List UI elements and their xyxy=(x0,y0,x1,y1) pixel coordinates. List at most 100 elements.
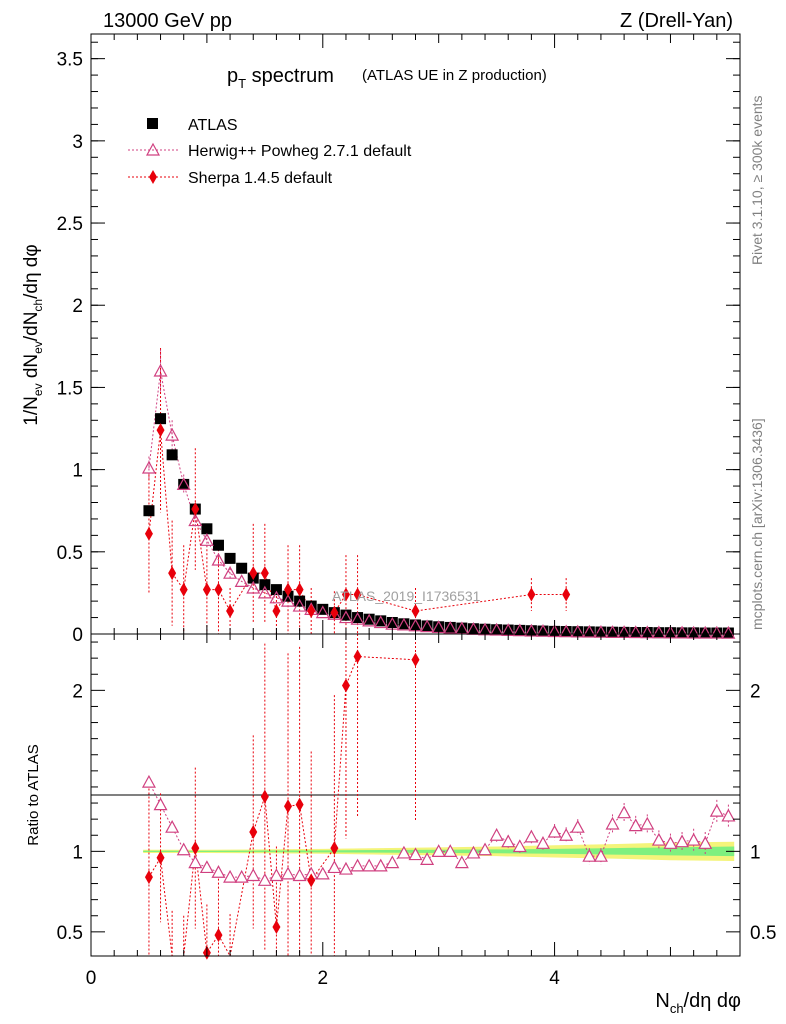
chart-title: pT spectrum xyxy=(227,65,334,91)
sherpa-ratio-point xyxy=(191,841,200,856)
herwig-ratio-point xyxy=(176,842,191,856)
herwig-main-point xyxy=(605,625,620,638)
sherpa-ratio-point xyxy=(144,870,153,885)
herwig-ratio-point xyxy=(420,852,435,866)
herwig-ratio-point xyxy=(292,868,307,882)
atlas-point xyxy=(352,612,364,624)
atlas-point xyxy=(421,620,433,632)
atlas-point xyxy=(699,627,711,639)
sherpa-main-point xyxy=(144,526,153,541)
herwig-main-point xyxy=(223,565,238,579)
atlas-point xyxy=(386,616,398,628)
sherpa-main-point xyxy=(179,582,188,597)
sherpa-main-point xyxy=(191,502,200,517)
herwig-ratio-point xyxy=(350,858,365,872)
herwig-ratio-point xyxy=(153,797,168,811)
herwig-main-point xyxy=(512,623,527,637)
herwig-ratio-point xyxy=(269,868,284,882)
atlas-point xyxy=(583,626,595,638)
herwig-main-point xyxy=(292,598,307,612)
herwig-main-point xyxy=(489,622,504,636)
legend: ATLAS Herwig++ Powheg 2.7.1 default Sher… xyxy=(128,117,412,187)
ratio-ytick-label: 1 xyxy=(72,842,83,863)
atlas-point xyxy=(467,623,479,635)
herwig-ratio-point xyxy=(315,866,330,880)
sherpa-main-point xyxy=(168,566,177,581)
herwig-ratio-point xyxy=(686,832,701,846)
atlas-point xyxy=(236,562,248,574)
herwig-ratio-point xyxy=(362,858,377,872)
atlas-point xyxy=(653,627,665,639)
atlas-point xyxy=(212,539,224,551)
main-ytick-label: 0 xyxy=(72,625,83,646)
rivet-label: Rivet 3.1.10, ≥ 300k events xyxy=(749,95,765,265)
herwig-ratio-point xyxy=(338,861,353,875)
xtick-label: 4 xyxy=(549,968,560,989)
herwig-ratio-point xyxy=(501,834,516,848)
herwig-ratio-point xyxy=(570,819,585,833)
herwig-main-point xyxy=(362,613,377,627)
main-ytick-label: 2.5 xyxy=(57,214,83,235)
chart-subtitle: (ATLAS UE in Z production) xyxy=(362,67,547,84)
herwig-main-point xyxy=(651,625,666,639)
sherpa-main-point xyxy=(330,605,339,620)
atlas-point xyxy=(491,624,503,636)
herwig-main-point xyxy=(420,619,435,633)
sherpa-main-point xyxy=(272,603,281,618)
herwig-main-point xyxy=(721,625,736,639)
herwig-ratio-point xyxy=(640,816,655,830)
legend-sherpa-marker xyxy=(149,170,157,184)
herwig-main-point xyxy=(199,533,214,546)
sherpa-ratio-point xyxy=(214,928,223,943)
herwig-main-point xyxy=(269,590,284,604)
header-energy: 13000 GeV pp xyxy=(103,10,232,32)
ratio-ylabel: Ratio to ATLAS xyxy=(25,744,42,845)
herwig-ratio-point xyxy=(698,836,713,849)
herwig-ratio-point xyxy=(234,869,249,883)
legend-atlas-label: ATLAS xyxy=(188,117,238,134)
herwig-ratio-point xyxy=(281,866,296,880)
herwig-ratio-point xyxy=(188,855,203,869)
main-ytick-label: 1.5 xyxy=(57,378,83,399)
herwig-ratio-point xyxy=(408,847,423,861)
sherpa-main-point xyxy=(260,566,269,581)
atlas-point xyxy=(398,618,410,630)
herwig-main-point xyxy=(234,574,249,587)
atlas-point xyxy=(340,609,352,621)
main-ytick-label: 1 xyxy=(72,461,83,482)
xtick-label: 2 xyxy=(317,968,328,989)
herwig-ratio-point xyxy=(223,869,238,883)
atlas-point xyxy=(178,478,190,490)
herwig-main-point xyxy=(373,615,388,629)
atlas-point xyxy=(375,615,387,627)
herwig-ratio-point xyxy=(721,808,736,822)
herwig-main-point xyxy=(188,513,203,527)
herwig-ratio-line xyxy=(148,781,729,881)
sherpa-main-point xyxy=(214,582,223,597)
herwig-main-point xyxy=(165,427,180,441)
herwig-ratio-point xyxy=(524,829,539,843)
herwig-main-point xyxy=(211,552,226,566)
sherpa-main-point xyxy=(307,603,316,618)
legend-herwig-marker xyxy=(145,142,161,156)
herwig-main-point xyxy=(675,625,690,639)
legend-sherpa-label: Sherpa 1.4.5 default xyxy=(188,170,333,187)
sherpa-main-point xyxy=(156,423,165,438)
herwig-main-point xyxy=(443,620,458,634)
main-panel: ATLAS_2019_I1736531 0 0.5 1 1.5 2 2.5 3 3.5 pT … xyxy=(21,33,741,646)
sherpa-main-point xyxy=(411,603,420,618)
herwig-ratio-point xyxy=(454,855,469,869)
sherpa-ratio-line xyxy=(148,656,416,958)
legend-atlas-marker xyxy=(147,118,158,129)
herwig-main-point xyxy=(281,593,296,607)
herwig-ratio-point xyxy=(466,845,481,859)
herwig-main-point xyxy=(559,624,574,638)
sherpa-main-point xyxy=(527,587,536,602)
herwig-ratio-point xyxy=(663,836,678,849)
herwig-ratio-point xyxy=(489,827,504,841)
herwig-ratio-point xyxy=(373,858,388,872)
sherpa-ratio-point xyxy=(284,799,293,814)
main-ylabel: 1/Nev dNev/dNch/dη dφ xyxy=(21,244,45,425)
herwig-ratio-point xyxy=(512,839,527,853)
atlas-point xyxy=(363,613,375,625)
